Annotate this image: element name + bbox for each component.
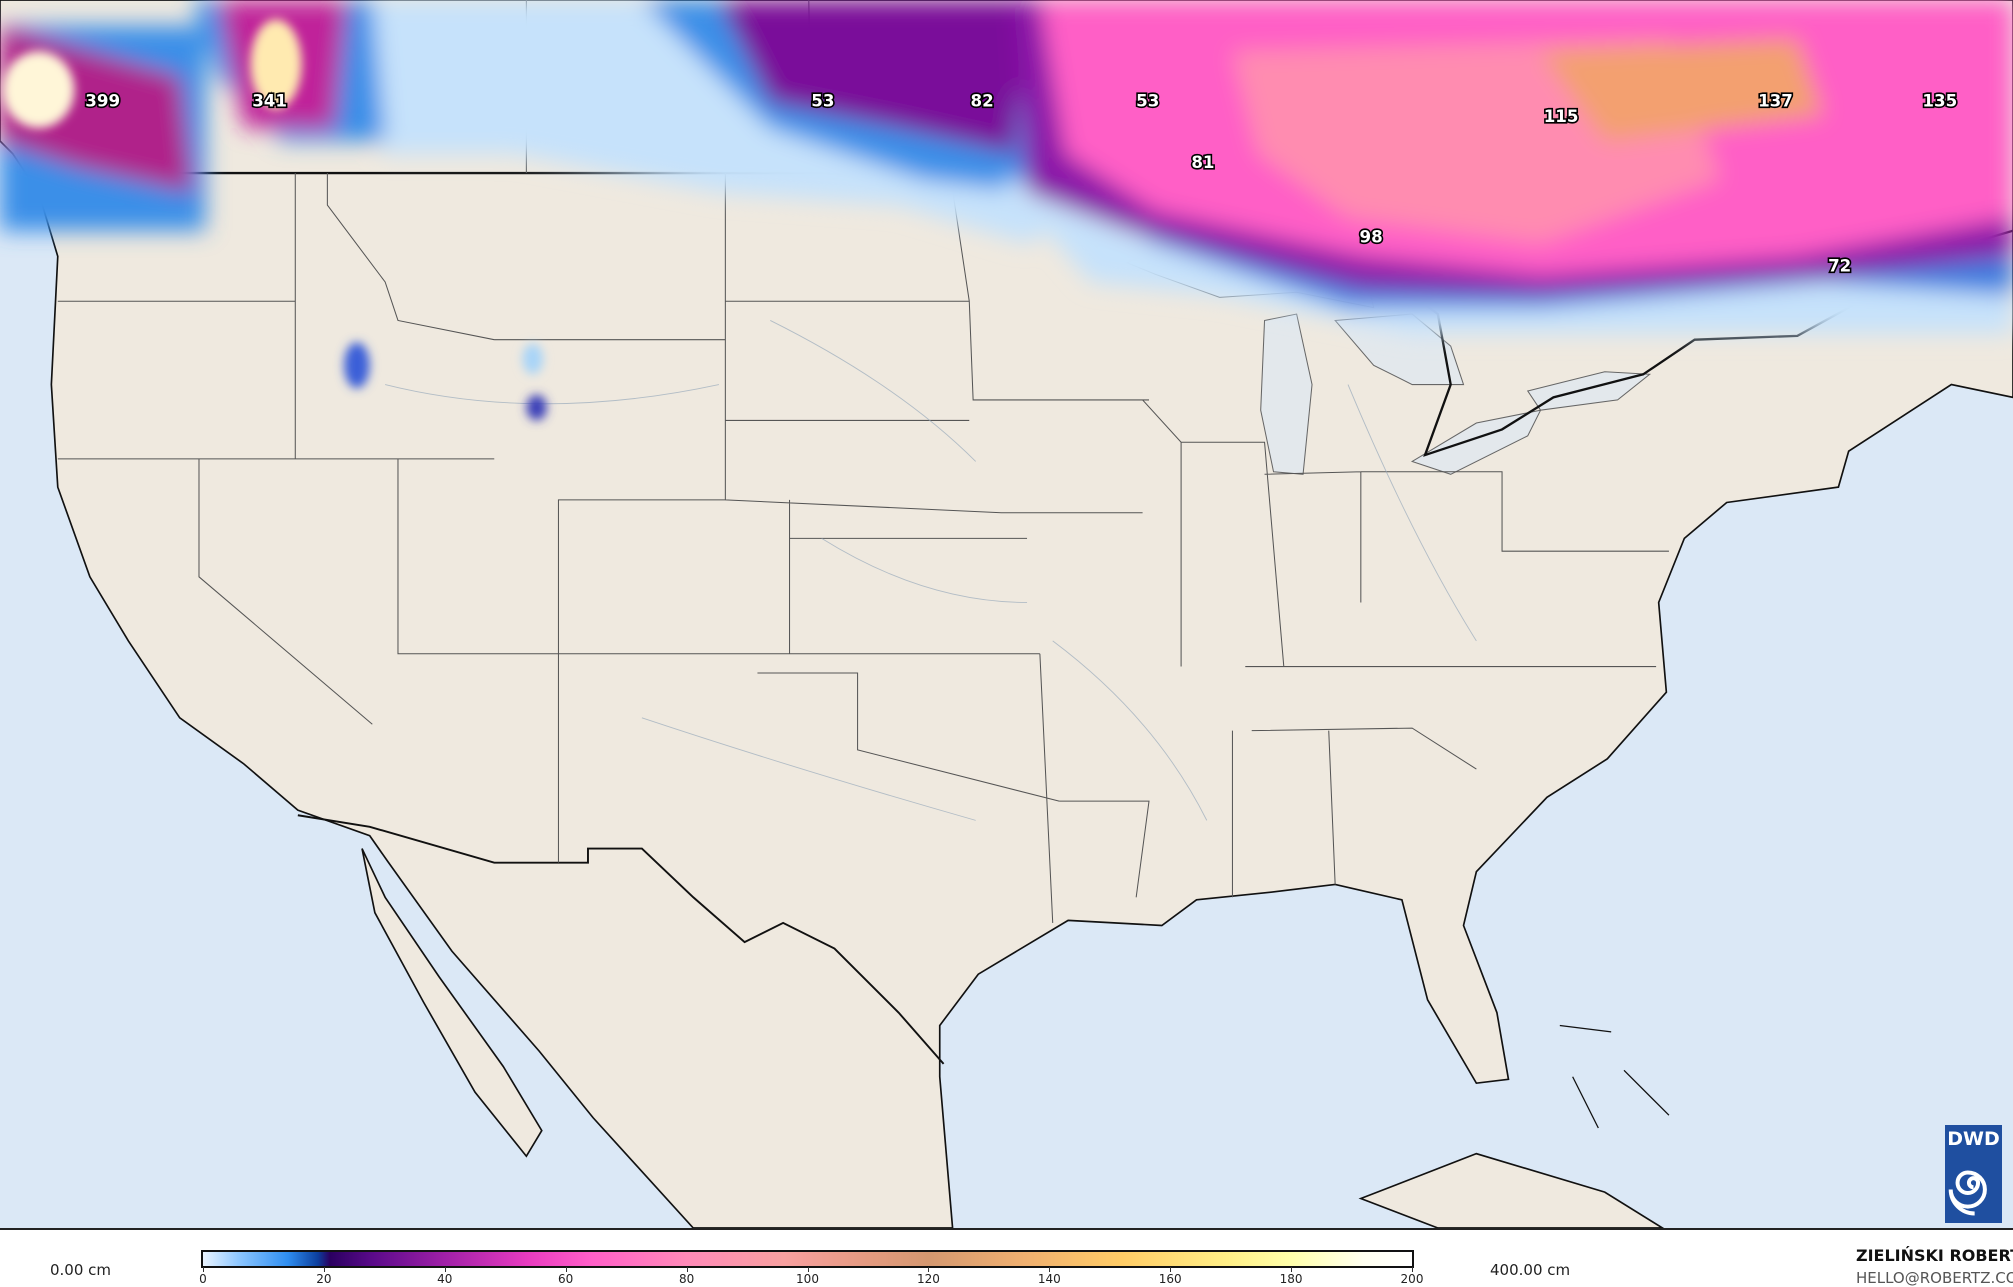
snow-label: 53 [1136,91,1159,110]
credit: ZIELIŃSKI ROBERT HELLO@ROBERTZ.CO [1856,1246,2013,1287]
legend-tick-label: 20 [316,1272,332,1286]
legend-tick-label: 140 [1037,1272,1061,1286]
legend-tick-label: 180 [1279,1272,1303,1286]
snow-label: 341 [252,91,287,110]
legend-tick [1412,1267,1413,1272]
legend-tick-label: 120 [916,1272,940,1286]
credit-email[interactable]: HELLO@ROBERTZ.CO [1855,1269,2013,1287]
snow-label: 137 [1758,91,1793,110]
legend-footer: 0.00 cm 0 20 40 60 80 100 120 140 160 180 200 400.… [0,1230,2013,1287]
land-cuba [1358,1152,1665,1228]
legend-tick [444,1267,446,1272]
legend-max-label: 400.00 cm [1490,1261,1571,1279]
snow-label: 98 [1359,227,1382,246]
legend-tick [565,1267,567,1272]
dwd-logo-text: DWD [1947,1128,2000,1150]
land-baja [361,848,543,1158]
legend-tick [1170,1267,1172,1272]
legend-tick-label: 40 [437,1272,453,1286]
snow-label: 72 [1828,257,1851,276]
snow-label: 53 [811,91,834,110]
legend-tick-label: 200 [1400,1272,1424,1286]
legend-tick [203,1267,204,1272]
legend-tick-label: 160 [1158,1272,1182,1286]
snow-label: 82 [971,91,994,110]
legend-tick-label: 0 [199,1272,207,1286]
dwd-logo: DWD [1945,1125,2002,1223]
snow-label: 399 [85,91,120,110]
legend-colorbar [201,1250,1414,1268]
legend-tick [686,1267,688,1272]
legend-tick-label: 80 [678,1272,695,1286]
snow-depth-map[interactable]: 399 341 53 82 53 81 115 137 135 98 72 [0,0,2013,1230]
legend-tick [928,1267,930,1272]
snow-label: 115 [1544,107,1579,126]
credit-name: ZIELIŃSKI ROBERT [1855,1246,2013,1265]
legend-tick [1049,1267,1051,1272]
legend-tick [807,1267,809,1272]
snow-label: 81 [1191,153,1214,172]
legend-tick-label: 60 [558,1272,574,1286]
legend-min-label: 0.00 cm [50,1261,112,1279]
land-florida-keys [1559,1024,1670,1129]
map-canvas: 399 341 53 82 53 81 115 137 135 98 72 [0,0,2013,1228]
spiral-icon [1948,1170,1987,1216]
legend-tick-label: 100 [796,1272,819,1286]
snow-depth-labels: 399 341 53 82 53 81 115 137 135 98 72 [84,90,1959,278]
snow-label: 135 [1922,91,1957,110]
legend-tick [323,1267,325,1272]
legend-tick [1291,1267,1293,1272]
